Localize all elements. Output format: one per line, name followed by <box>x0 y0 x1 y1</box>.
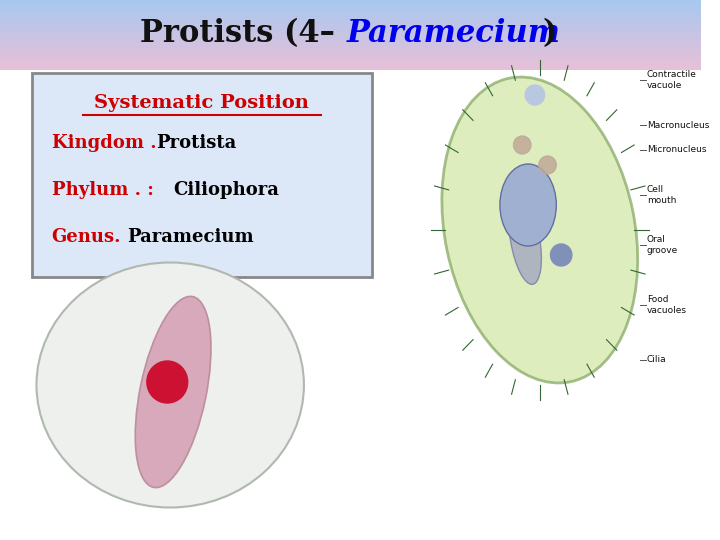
Text: Contractile
vacuole: Contractile vacuole <box>647 70 697 90</box>
Text: Oral
groove: Oral groove <box>647 235 678 255</box>
Circle shape <box>525 85 544 105</box>
Text: Ciliophora: Ciliophora <box>173 181 279 199</box>
Ellipse shape <box>509 195 541 285</box>
Text: Cilia: Cilia <box>647 355 667 364</box>
Text: Protista: Protista <box>156 134 237 152</box>
Circle shape <box>539 156 557 174</box>
Text: Macronucleus: Macronucleus <box>647 120 709 130</box>
Text: Cell
mouth: Cell mouth <box>647 185 676 205</box>
Circle shape <box>551 244 572 266</box>
Text: ): ) <box>543 18 557 50</box>
Text: Phylum . :: Phylum . : <box>52 181 160 199</box>
Text: Genus.: Genus. <box>52 228 121 246</box>
Ellipse shape <box>135 296 211 488</box>
Ellipse shape <box>500 164 557 246</box>
Text: Paramecium: Paramecium <box>127 228 254 246</box>
FancyBboxPatch shape <box>32 73 372 277</box>
Ellipse shape <box>442 77 638 383</box>
Circle shape <box>147 361 188 403</box>
Text: Kingdom .: Kingdom . <box>52 134 156 152</box>
Text: Systematic Position: Systematic Position <box>94 94 310 112</box>
Ellipse shape <box>37 262 304 508</box>
Text: Protists (4–: Protists (4– <box>140 18 346 50</box>
Text: Paramecium: Paramecium <box>347 18 561 50</box>
Circle shape <box>513 136 531 154</box>
Text: Micronucleus: Micronucleus <box>647 145 706 154</box>
Text: Food
vacuoles: Food vacuoles <box>647 295 687 315</box>
